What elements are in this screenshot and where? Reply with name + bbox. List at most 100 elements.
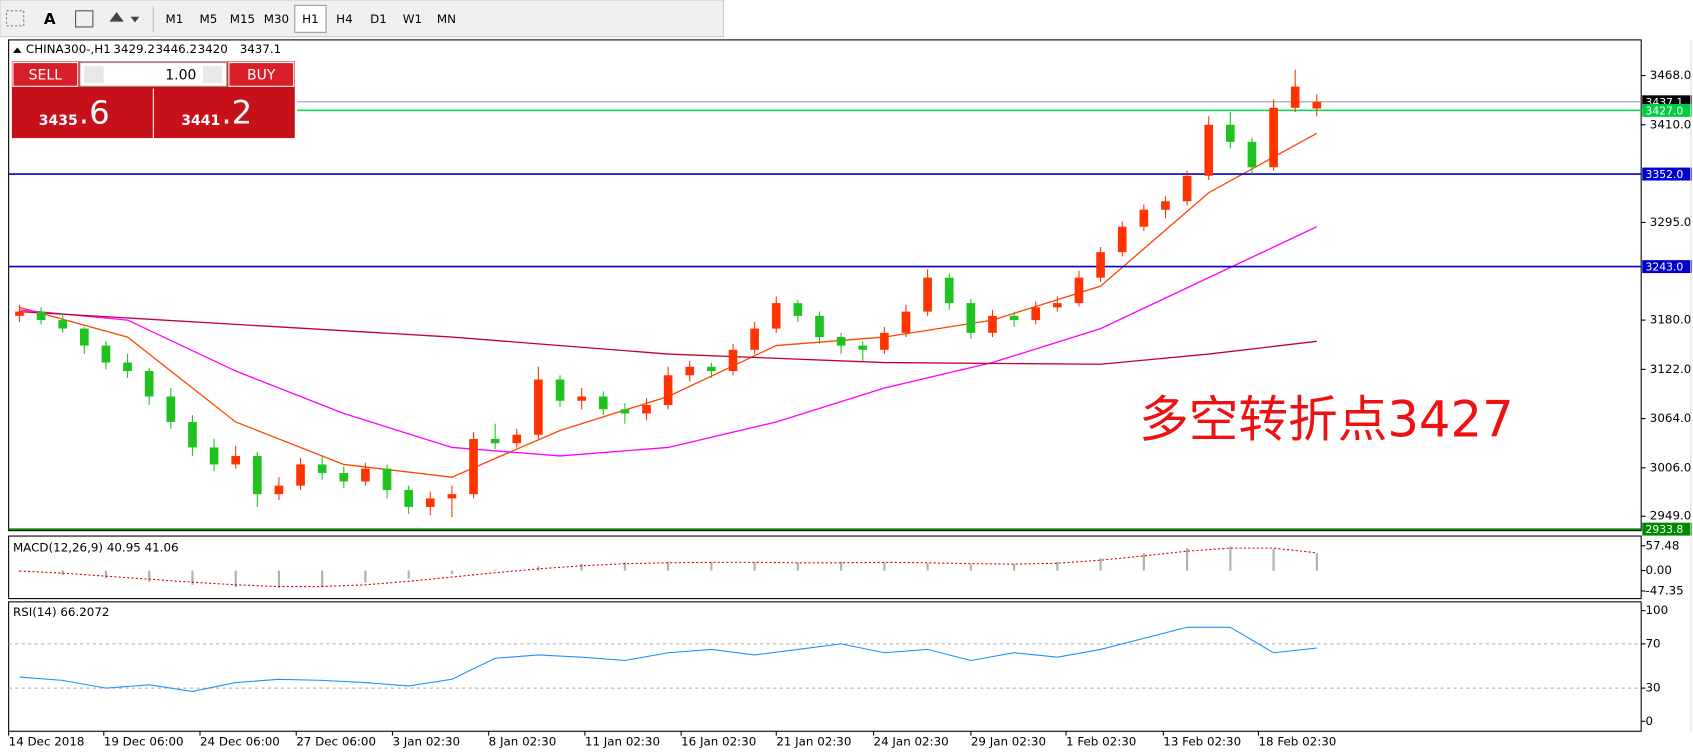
bid-main: 3435 [39,113,78,129]
buy-button[interactable] [228,62,295,87]
level-tag [1642,522,1692,536]
macd-bar [364,570,367,583]
candle-body [858,345,868,350]
active-period[interactable] [294,4,327,33]
candle-body [209,447,219,465]
candle-body [685,366,695,376]
candle-body [490,438,500,444]
candle-body [1247,141,1257,168]
macd-bar [321,570,324,587]
header-value: 3446.2 [155,42,197,56]
period-button[interactable]: M1 [165,12,183,26]
toolbar-icons: A [5,6,154,33]
period-button[interactable]: M30 [264,12,289,26]
candle-body [1074,277,1084,304]
candle-body [1312,101,1322,109]
sell-label[interactable]: SELL [29,68,63,84]
level-tag [1642,167,1692,181]
candle-body [1009,315,1019,321]
panel-frame [8,601,1642,732]
bid-big: .6 [79,93,110,131]
candle-body [231,455,241,465]
period-button[interactable]: D1 [370,12,387,26]
candle-body [15,311,24,316]
candle-body [425,498,435,507]
chart-title: CHINA300-,H1 [26,42,111,56]
macd-bar [926,563,929,571]
candle-body [1117,226,1127,253]
shapes-tool[interactable] [109,12,140,23]
y-tick-label: 57.48 [1645,538,1679,552]
macd-bar [883,561,886,571]
candle-body [534,379,543,435]
candle-body [1096,252,1105,278]
ask-main: 3441 [181,113,220,129]
macd-bar [234,570,237,587]
y-tick-label: 70 [1645,636,1660,650]
macd-bar [1056,561,1059,571]
lots-value[interactable]: 1.00 [165,68,196,84]
text-tool[interactable]: A [44,10,56,28]
candle-body [923,277,932,312]
macd-bar [1315,552,1318,571]
candle-body [101,345,111,363]
x-tick-label: 16 Jan 02:30 [681,735,756,749]
candle-body [512,434,522,444]
candle-body [317,464,327,473]
candle-body [469,438,478,495]
lots-down[interactable] [84,65,104,84]
macd-bar [407,570,410,579]
trade-panel: SELL 1.00 BUY 3435 .6 3441 .2 [11,61,295,139]
lots-up[interactable] [202,65,223,84]
candle-body [188,421,197,448]
period-button[interactable]: M5 [199,12,217,26]
y-tick-label: 0 [1645,714,1653,728]
title-arrow [12,47,22,53]
y-tick-label: 3122.0 [1650,362,1692,376]
period-button[interactable]: M15 [230,12,255,26]
candle-body [966,303,976,333]
y-tick-label: 30 [1645,681,1660,695]
x-tick-label: 11 Jan 02:30 [585,735,660,749]
macd-bar [1272,548,1275,571]
period-button[interactable]: H1 [302,12,318,26]
x-tick-label: 8 Jan 02:30 [489,735,557,749]
moving-average [19,310,1317,365]
candle-body [1204,124,1214,176]
macd-bar [840,561,843,571]
period-button[interactable]: W1 [403,12,422,26]
candle-body [447,494,457,499]
candle-body [123,362,132,372]
level-tag [1642,103,1692,117]
candle-body [555,379,565,401]
candle-body [1161,201,1170,210]
toolbar [0,0,724,38]
macd-bar [667,561,670,571]
x-tick-label: 19 Dec 06:00 [104,735,184,749]
header-value: 3437.1 [240,42,282,56]
period-button[interactable]: H4 [336,12,352,26]
moving-average [19,226,1318,457]
sell-button[interactable] [12,62,79,87]
candle-body [1226,124,1235,142]
macd-bar [580,563,583,571]
candle-body [663,375,673,405]
y-tick-label: 3006.0 [1650,460,1692,474]
candle-body [750,328,759,350]
candle-body [1290,86,1300,108]
period-button[interactable]: MN [437,12,456,26]
candle-body [36,311,46,321]
crosshair-icon[interactable] [5,10,25,27]
candle-body [274,485,284,495]
label-tool[interactable] [75,10,94,28]
level-tag [1642,260,1692,274]
lots-input[interactable] [79,62,228,87]
indicator-title: RSI(14) 66.2072 [13,605,109,619]
candle-body [361,468,370,482]
candle-body [815,315,824,338]
buy-label[interactable]: BUY [247,68,276,84]
candle-body [577,396,586,401]
candle-body [880,332,889,350]
chart-area: CHINA300-,H1 3429.2 3446.2 3420 3437.1 3468.0… [8,39,1692,749]
